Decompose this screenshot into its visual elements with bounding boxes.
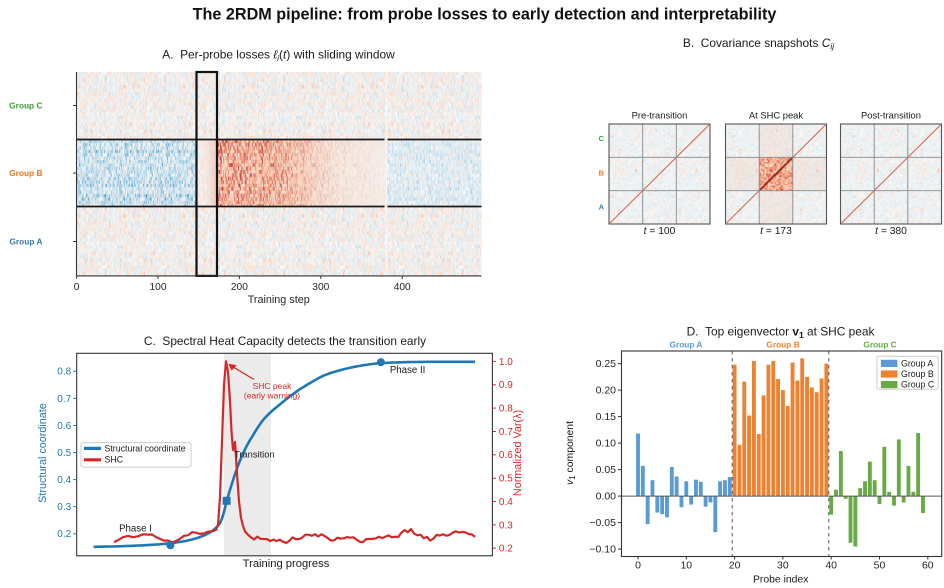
svg-text:t = 173: t = 173 (760, 226, 792, 237)
svg-text:0.20: 0.20 (596, 385, 617, 397)
svg-text:Pre-transition: Pre-transition (632, 110, 688, 121)
svg-text:Structural coordinate: Structural coordinate (37, 403, 49, 503)
svg-text:0.2: 0.2 (57, 529, 71, 540)
svg-text:0.3: 0.3 (499, 520, 513, 531)
svg-text:D. Top eigenvector v1 at SHC: D. Top eigenvector v1 at SHC peak (687, 325, 875, 340)
svg-text:300: 300 (312, 282, 329, 293)
svg-text:Group B: Group B (766, 340, 799, 350)
svg-text:200: 200 (231, 282, 248, 293)
svg-text:0.7: 0.7 (57, 394, 71, 405)
svg-text:0.15: 0.15 (596, 411, 617, 423)
svg-text:B: B (599, 169, 605, 178)
svg-text:Probe index: Probe index (753, 575, 809, 586)
svg-text:B. Covariance snapshots Cij: B. Covariance snapshots Cij (683, 36, 835, 51)
svg-text:Group A: Group A (9, 237, 42, 247)
svg-text:C. Spectral Heat Capacity det: C. Spectral Heat Capacity detects the tr… (144, 334, 426, 348)
svg-text:t = 380: t = 380 (875, 226, 907, 237)
svg-text:Phase II: Phase II (390, 365, 426, 376)
svg-text:Post-transition: Post-transition (861, 110, 921, 121)
svg-text:Group B: Group B (901, 369, 934, 379)
svg-text:10: 10 (680, 560, 692, 572)
svg-text:Normalized Var(λ): Normalized Var(λ) (512, 410, 524, 496)
svg-text:0.6: 0.6 (57, 421, 71, 432)
svg-text:40: 40 (825, 560, 837, 572)
svg-text:0.10: 0.10 (596, 438, 617, 450)
svg-text:0.5: 0.5 (57, 448, 71, 459)
svg-text:(early warning): (early warning) (244, 391, 300, 401)
svg-text:Transition: Transition (234, 449, 275, 459)
svg-text:0.25: 0.25 (596, 358, 617, 370)
svg-text:0.7: 0.7 (499, 427, 513, 438)
svg-text:0.8: 0.8 (57, 367, 71, 378)
svg-text:0.4: 0.4 (57, 475, 71, 486)
svg-text:Group C: Group C (901, 380, 935, 390)
svg-text:The 2RDM pipeline: from probe: The 2RDM pipeline: from probe losses to … (193, 6, 777, 24)
svg-text:C: C (599, 134, 605, 143)
svg-text:Training step: Training step (248, 294, 310, 306)
svg-text:20: 20 (729, 560, 741, 572)
svg-text:0.05: 0.05 (596, 464, 617, 476)
svg-text:−0.10: −0.10 (589, 544, 616, 556)
svg-text:t = 100: t = 100 (644, 226, 676, 237)
svg-text:50: 50 (874, 560, 886, 572)
svg-text:0.6: 0.6 (499, 450, 513, 461)
svg-text:0: 0 (635, 560, 641, 572)
svg-text:Training progress: Training progress (243, 558, 330, 570)
svg-text:−0.05: −0.05 (589, 517, 616, 529)
svg-text:A. Per-probe losses ℓi(t) wit: A. Per-probe losses ℓi(t) with sliding w… (162, 48, 395, 63)
svg-text:Group A: Group A (670, 340, 703, 350)
svg-text:Group C: Group C (9, 101, 42, 111)
svg-text:At SHC peak: At SHC peak (749, 110, 804, 121)
svg-text:Structural coordinate: Structural coordinate (105, 443, 186, 453)
svg-text:Group B: Group B (9, 168, 42, 178)
svg-text:0.3: 0.3 (57, 502, 71, 513)
svg-text:30: 30 (777, 560, 789, 572)
svg-text:SHC: SHC (105, 455, 124, 465)
svg-text:0.4: 0.4 (499, 497, 513, 508)
svg-text:0: 0 (74, 282, 80, 293)
svg-text:0.00: 0.00 (596, 491, 617, 503)
svg-text:Group A: Group A (901, 358, 933, 368)
svg-text:0.5: 0.5 (499, 474, 513, 485)
svg-text:60: 60 (922, 560, 934, 572)
svg-text:SHC peak: SHC peak (253, 381, 292, 391)
svg-text:v1 component: v1 component (565, 421, 577, 485)
svg-text:1.0: 1.0 (499, 357, 513, 368)
svg-text:A: A (599, 202, 605, 211)
svg-text:Phase I: Phase I (119, 524, 152, 535)
svg-text:0.8: 0.8 (499, 404, 513, 415)
svg-text:400: 400 (394, 282, 411, 293)
svg-text:0.9: 0.9 (499, 380, 513, 391)
svg-text:0.2: 0.2 (499, 544, 513, 555)
svg-text:100: 100 (150, 282, 167, 293)
svg-text:Group C: Group C (863, 340, 896, 350)
